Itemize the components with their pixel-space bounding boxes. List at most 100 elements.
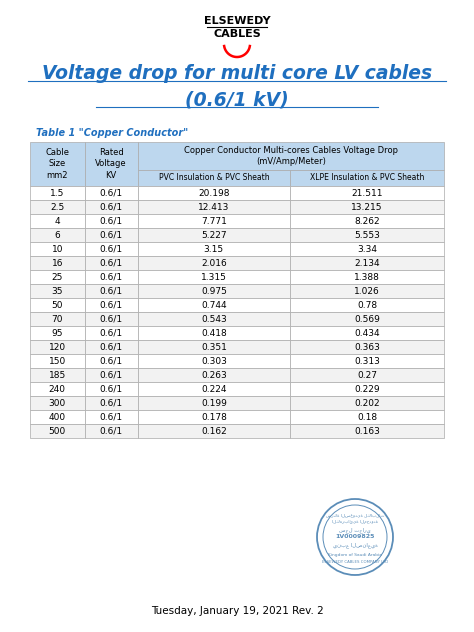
Bar xyxy=(85,298,137,312)
Bar xyxy=(85,368,137,382)
Bar xyxy=(137,284,290,298)
Text: 5.553: 5.553 xyxy=(354,231,380,240)
Text: PVC Insulation & PVC Sheath: PVC Insulation & PVC Sheath xyxy=(158,174,269,183)
Text: 13.215: 13.215 xyxy=(351,202,383,212)
Text: 0.6/1: 0.6/1 xyxy=(100,370,123,379)
Bar xyxy=(290,368,444,382)
Text: 0.6/1: 0.6/1 xyxy=(100,329,123,337)
Bar xyxy=(85,228,137,242)
Text: 5.227: 5.227 xyxy=(201,231,227,240)
Text: 0.6/1: 0.6/1 xyxy=(100,272,123,281)
Text: 2.134: 2.134 xyxy=(354,258,380,267)
Bar xyxy=(30,270,85,284)
Text: 3.15: 3.15 xyxy=(204,245,224,253)
Text: 50: 50 xyxy=(52,300,63,310)
Bar xyxy=(137,200,290,214)
Text: 0.6/1: 0.6/1 xyxy=(100,427,123,435)
Bar xyxy=(30,368,85,382)
Text: 0.434: 0.434 xyxy=(354,329,380,337)
Bar xyxy=(290,200,444,214)
Text: 240: 240 xyxy=(49,384,66,394)
Bar xyxy=(85,410,137,424)
Bar xyxy=(30,284,85,298)
Bar xyxy=(30,142,85,186)
Text: 4: 4 xyxy=(55,217,60,226)
Bar xyxy=(290,326,444,340)
Bar xyxy=(137,424,290,438)
Text: XLPE Insulation & PVC Sheath: XLPE Insulation & PVC Sheath xyxy=(310,174,424,183)
Text: 0.6/1: 0.6/1 xyxy=(100,356,123,365)
Bar xyxy=(30,242,85,256)
Text: 7.771: 7.771 xyxy=(201,217,227,226)
Bar xyxy=(30,424,85,438)
Text: 0.6/1: 0.6/1 xyxy=(100,300,123,310)
Text: 70: 70 xyxy=(52,315,63,324)
Bar xyxy=(137,214,290,228)
Bar xyxy=(85,424,137,438)
Bar xyxy=(85,396,137,410)
Text: 0.199: 0.199 xyxy=(201,399,227,408)
Text: 0.6/1: 0.6/1 xyxy=(100,202,123,212)
Bar xyxy=(290,354,444,368)
Text: 0.569: 0.569 xyxy=(354,315,380,324)
Bar xyxy=(290,242,444,256)
Text: 20.198: 20.198 xyxy=(198,188,229,197)
Text: 0.162: 0.162 xyxy=(201,427,227,435)
Bar xyxy=(30,340,85,354)
Bar xyxy=(290,382,444,396)
Bar xyxy=(85,256,137,270)
Bar xyxy=(137,242,290,256)
Text: 0.6/1: 0.6/1 xyxy=(100,217,123,226)
Text: 10: 10 xyxy=(52,245,63,253)
Text: 1.5: 1.5 xyxy=(50,188,64,197)
Bar xyxy=(290,186,444,200)
Bar xyxy=(137,298,290,312)
Text: 0.229: 0.229 xyxy=(354,384,380,394)
Bar xyxy=(85,326,137,340)
Text: 1V0009825: 1V0009825 xyxy=(335,535,375,540)
Text: ينبع الصناعية: ينبع الصناعية xyxy=(333,542,377,548)
Text: 0.744: 0.744 xyxy=(201,300,227,310)
Bar xyxy=(85,200,137,214)
Text: 400: 400 xyxy=(49,413,66,422)
Bar xyxy=(30,326,85,340)
Text: 0.6/1: 0.6/1 xyxy=(100,399,123,408)
Bar xyxy=(85,242,137,256)
Bar xyxy=(290,410,444,424)
Bar xyxy=(85,354,137,368)
Text: Kingdom of Saudi Arabia: Kingdom of Saudi Arabia xyxy=(328,553,382,557)
Text: 0.6/1: 0.6/1 xyxy=(100,245,123,253)
Text: 150: 150 xyxy=(49,356,66,365)
Text: 0.6/1: 0.6/1 xyxy=(100,413,123,422)
Bar xyxy=(85,340,137,354)
Bar xyxy=(137,186,290,200)
Text: 500: 500 xyxy=(49,427,66,435)
Text: ELSEWEDY CABLES COMPANY LTD: ELSEWEDY CABLES COMPANY LTD xyxy=(322,560,388,564)
Text: Copper Conductor Multi-cores Cables Voltage Drop
(mV/Amp/Meter): Copper Conductor Multi-cores Cables Volt… xyxy=(184,146,398,166)
Text: 0.27: 0.27 xyxy=(357,370,377,379)
Bar xyxy=(85,284,137,298)
Text: 0.6/1: 0.6/1 xyxy=(100,384,123,394)
Bar xyxy=(30,382,85,396)
Bar xyxy=(137,170,290,186)
Text: 8.262: 8.262 xyxy=(354,217,380,226)
Text: 0.78: 0.78 xyxy=(357,300,377,310)
Text: 0.313: 0.313 xyxy=(354,356,380,365)
Bar xyxy=(137,142,444,170)
Text: 2.5: 2.5 xyxy=(50,202,64,212)
Text: 21.511: 21.511 xyxy=(351,188,383,197)
Bar xyxy=(137,354,290,368)
Bar xyxy=(290,256,444,270)
Text: 0.18: 0.18 xyxy=(357,413,377,422)
Text: Voltage drop for multi core LV cables: Voltage drop for multi core LV cables xyxy=(42,64,432,83)
Text: 0.163: 0.163 xyxy=(354,427,380,435)
Text: سجل تجاري: سجل تجاري xyxy=(339,527,371,533)
Bar xyxy=(137,312,290,326)
Bar xyxy=(290,312,444,326)
Text: 2.016: 2.016 xyxy=(201,258,227,267)
Bar xyxy=(85,142,137,186)
Text: 185: 185 xyxy=(49,370,66,379)
Text: 0.351: 0.351 xyxy=(201,343,227,351)
Bar xyxy=(290,170,444,186)
Text: Cable
Size
mm2: Cable Size mm2 xyxy=(46,149,69,179)
